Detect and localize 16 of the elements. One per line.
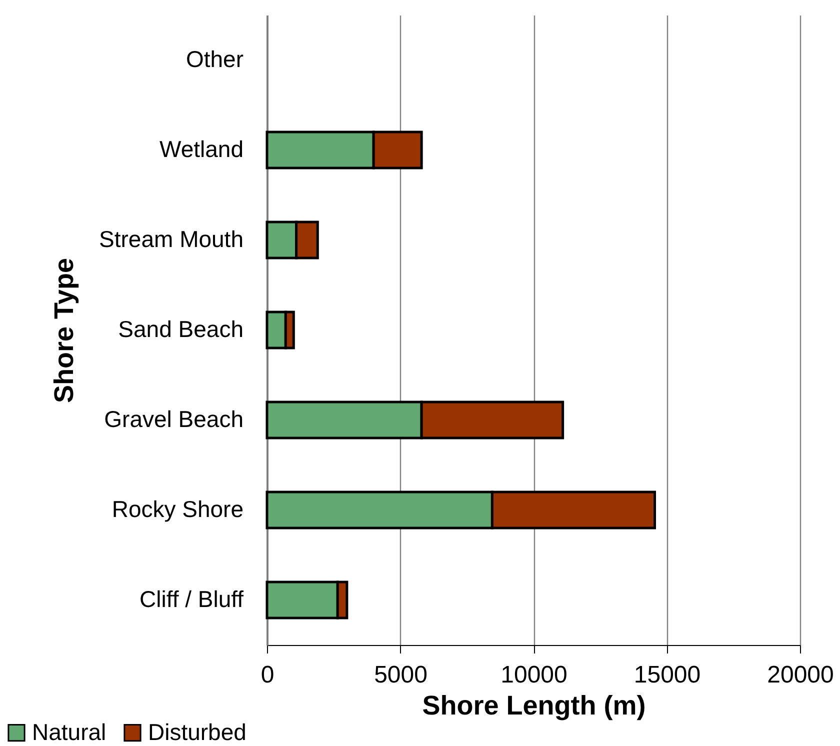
y-tick-label: Rocky Shore: [112, 496, 244, 522]
y-tick-label: Stream Mouth: [99, 226, 244, 252]
legend-label: Natural: [32, 718, 106, 745]
y-axis-title: Shore Type: [49, 258, 80, 404]
y-tick-label: Gravel Beach: [104, 406, 244, 432]
x-tick-label: 0: [260, 662, 274, 688]
legend-label: Disturbed: [148, 718, 246, 745]
y-tick-label: Sand Beach: [118, 316, 244, 342]
y-tick-label: Wetland: [160, 136, 244, 162]
x-tick-label: 15000: [634, 662, 701, 688]
x-axis-title: Shore Length (m): [422, 690, 646, 720]
x-tick-label: 20000: [767, 662, 834, 688]
x-tick-label: 10000: [500, 662, 568, 688]
x-tick-label: 5000: [374, 662, 428, 688]
y-tick-label: Cliff / Bluff: [140, 586, 244, 612]
y-tick-label: Other: [186, 46, 244, 72]
